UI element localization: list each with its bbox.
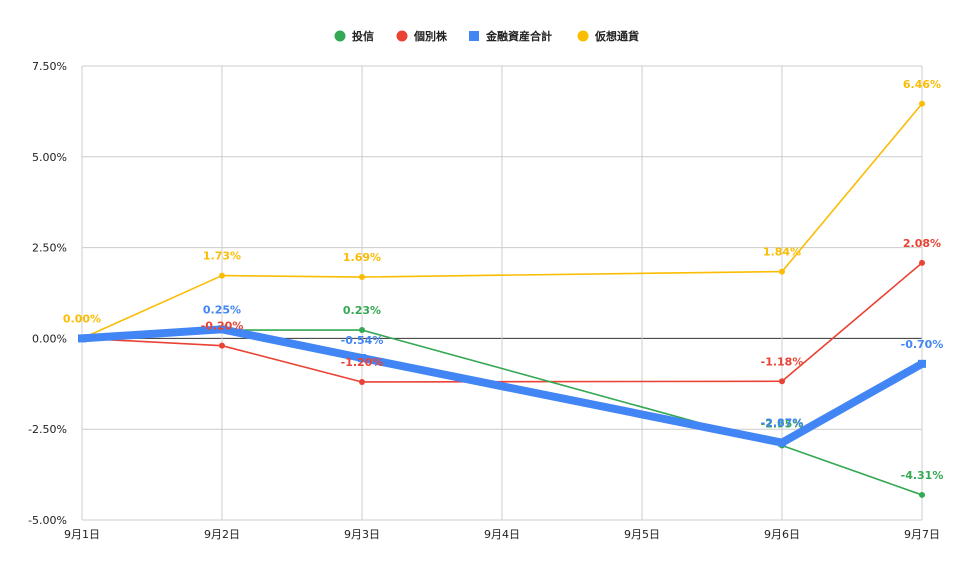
- y-tick-label: 2.50%: [32, 242, 67, 255]
- legend-label: 個別株: [413, 29, 448, 43]
- data-label: -1.20%: [341, 356, 384, 369]
- data-point: [779, 378, 785, 385]
- data-label: 1.73%: [203, 250, 241, 263]
- legend: 投信 個別株 金融資産合計 仮想通貨: [334, 29, 639, 43]
- y-tick-label: 0.00%: [32, 332, 67, 345]
- data-label: -4.31%: [901, 469, 944, 482]
- legend-marker: [469, 31, 479, 41]
- data-point: [359, 327, 365, 334]
- data-point: [919, 259, 925, 266]
- data-label: -2.95%: [761, 418, 804, 431]
- data-label: -0.54%: [341, 334, 384, 347]
- series-lines: [78, 100, 926, 498]
- y-tick-label: -2.50%: [28, 423, 67, 436]
- data-label: 0.25%: [203, 303, 241, 316]
- data-point: [779, 268, 785, 275]
- y-axis: 7.50% 5.00% 2.50% 0.00% -2.50% -5.00%: [28, 60, 67, 527]
- legend-marker: [334, 30, 346, 42]
- y-tick-label: 5.00%: [32, 151, 67, 164]
- x-tick-label: 9月6日: [764, 528, 800, 541]
- x-tick-label: 9月2日: [204, 528, 240, 541]
- data-label: -2.87%: [761, 417, 804, 430]
- y-tick-label: 7.50%: [32, 60, 67, 73]
- data-label: 2.08%: [903, 237, 941, 250]
- data-point: [778, 438, 786, 447]
- x-tick-label: 9月1日: [64, 528, 100, 541]
- data-label: 0.00%: [63, 312, 101, 325]
- data-label: 1.84%: [763, 246, 801, 259]
- data-point: [919, 100, 925, 107]
- x-tick-label: 9月7日: [904, 528, 940, 541]
- data-labels: 0.00% 1.73% 1.69% 1.84% 6.46% -0.20% -1.20% -1.…: [63, 78, 943, 482]
- x-tick-label: 9月3日: [344, 528, 380, 541]
- data-point: [358, 354, 366, 363]
- data-point: [919, 491, 925, 498]
- data-label: 0.23%: [343, 304, 381, 317]
- x-axis: 9月1日 9月2日 9月3日 9月4日 9月5日 9月6日 9月7日: [64, 528, 940, 541]
- legend-label: 仮想通貨: [594, 29, 639, 43]
- gridlines: [81, 65, 923, 521]
- data-point: [359, 378, 365, 385]
- legend-label: 金融資産合計: [485, 29, 552, 43]
- data-label: -1.18%: [761, 355, 804, 368]
- data-label: 6.46%: [903, 78, 941, 91]
- data-label: -0.70%: [901, 338, 944, 351]
- data-point: [219, 272, 225, 279]
- x-tick-label: 9月5日: [624, 528, 660, 541]
- legend-marker: [577, 30, 589, 42]
- data-point: [918, 359, 926, 368]
- x-tick-label: 9月4日: [484, 528, 520, 541]
- data-point: [219, 342, 225, 349]
- legend-label: 投信: [352, 29, 374, 43]
- data-label: 1.69%: [343, 251, 381, 264]
- data-point: [359, 274, 365, 281]
- y-tick-label: -5.00%: [28, 514, 67, 527]
- data-label: -0.20%: [201, 320, 244, 333]
- data-point: [78, 334, 86, 343]
- legend-marker: [396, 30, 408, 42]
- data-point: [218, 325, 226, 334]
